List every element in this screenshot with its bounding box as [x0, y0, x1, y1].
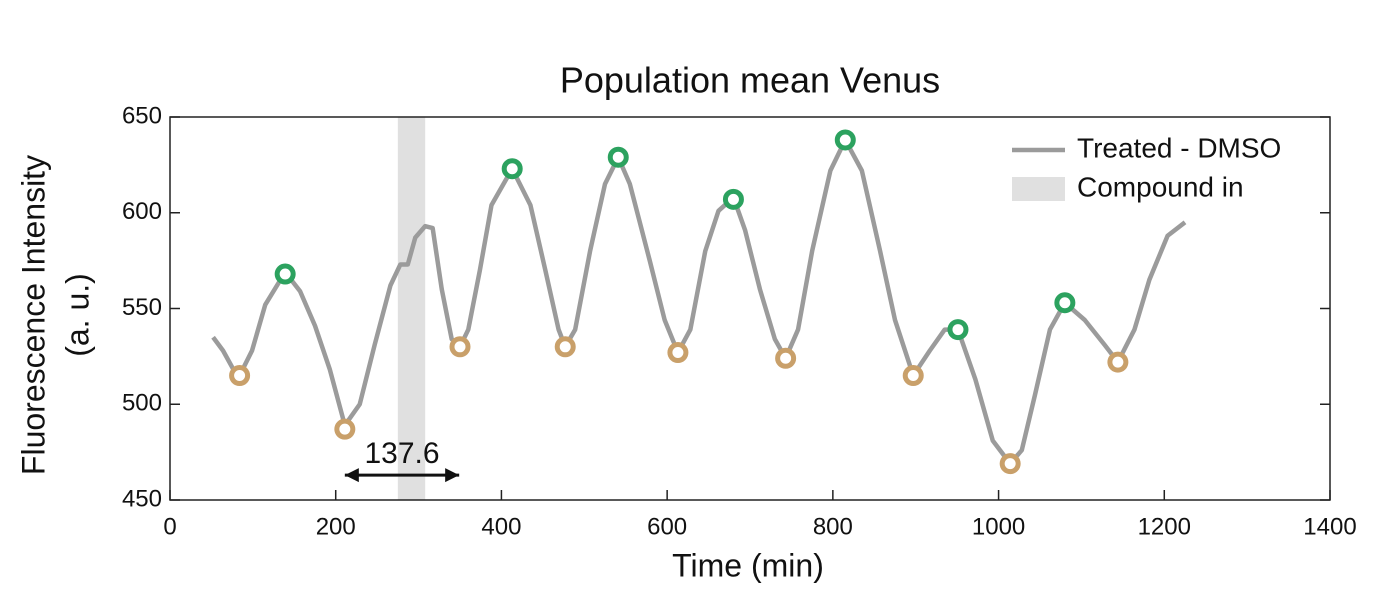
annotation-label: 137.6 [364, 437, 439, 470]
peak-marker [607, 146, 629, 168]
data-line [211, 137, 1187, 466]
trough-marker [667, 342, 689, 364]
legend-swatch [1012, 177, 1065, 201]
x-tick-label: 600 [647, 513, 687, 540]
x-tick-label: 1000 [972, 513, 1025, 540]
x-tick-label: 400 [481, 513, 521, 540]
trough-marker [775, 347, 797, 369]
y-axis-label: Fluorescence Intensity [15, 155, 51, 475]
chart-title: Population mean Venus [560, 60, 940, 101]
trough-marker [334, 418, 356, 440]
y-tick-label: 650 [122, 102, 162, 129]
y-tick-label: 500 [122, 390, 162, 417]
x-tick-label: 800 [813, 513, 853, 540]
legend-label: Compound in [1077, 171, 1244, 202]
legend-label: Treated - DMSO [1077, 132, 1281, 163]
peak-marker [274, 263, 296, 285]
arrow-head [344, 468, 359, 483]
trough-marker [449, 336, 471, 358]
shade-region [397, 117, 426, 500]
y-axis-label: (a. u.) [59, 273, 95, 357]
x-tick-label: 0 [163, 513, 176, 540]
arrow-head [445, 468, 460, 483]
plot-frame [169, 116, 1331, 501]
trough-marker [1107, 351, 1129, 373]
peak-marker [834, 129, 856, 151]
x-tick-label: 1400 [1303, 513, 1356, 540]
x-axis-label: Time (min) [672, 547, 824, 583]
x-tick-label: 1200 [1138, 513, 1191, 540]
y-tick-label: 450 [122, 485, 162, 512]
peak-marker [501, 158, 523, 180]
peak-marker [722, 188, 744, 210]
trough-marker [229, 365, 251, 387]
peak-marker [947, 319, 969, 341]
y-tick-label: 600 [122, 198, 162, 225]
trough-marker [554, 336, 576, 358]
peak-marker [1054, 292, 1076, 314]
y-tick-label: 550 [122, 294, 162, 321]
trough-marker [999, 453, 1021, 475]
trough-marker [902, 365, 924, 387]
x-tick-label: 200 [316, 513, 356, 540]
